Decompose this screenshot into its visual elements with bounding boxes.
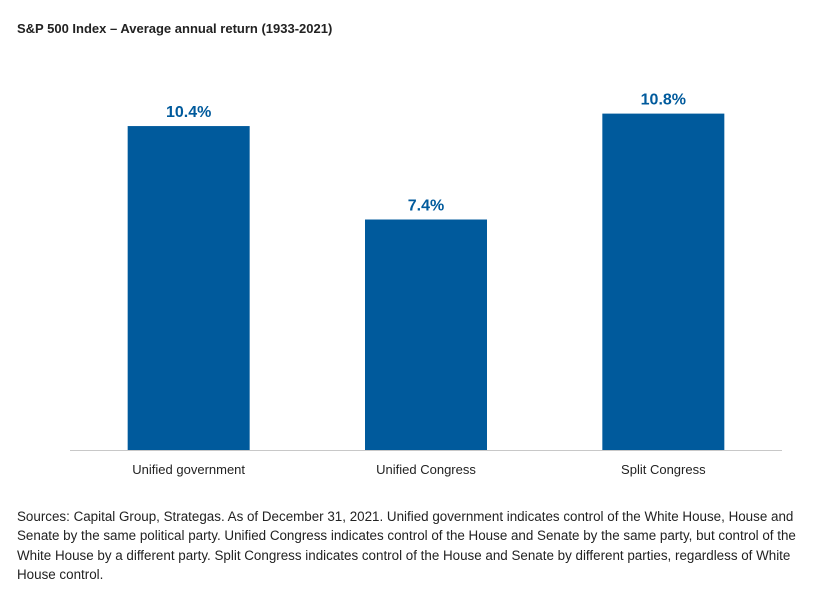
bar-unified-government: [127, 126, 250, 450]
bar-unified-congress: [365, 219, 487, 450]
value-labels-group: 10.4% 7.4% 10.8%: [166, 92, 686, 215]
category-label-split-congress: Split Congress: [621, 462, 706, 477]
value-label-unified-congress: 7.4%: [408, 198, 444, 215]
bar-chart: 10.4%7.4%10.8% Unified government Unified…: [70, 92, 782, 477]
category-label-unified-congress: Unified Congress: [376, 462, 476, 477]
chart-title: S&P 500 Index – Average annual return (1…: [17, 21, 333, 36]
bar-split-congress: [602, 113, 725, 450]
value-label-unified-government: 10.4%: [166, 104, 211, 121]
value-label-split-congress: 10.8%: [641, 92, 686, 109]
category-label-unified-government: Unified government: [132, 462, 245, 477]
bars-group: [127, 113, 725, 450]
sources-footnote: Sources: Capital Group, Strategas. As of…: [17, 509, 796, 582]
category-labels-group: Unified government Unified Congress Split …: [132, 462, 706, 477]
